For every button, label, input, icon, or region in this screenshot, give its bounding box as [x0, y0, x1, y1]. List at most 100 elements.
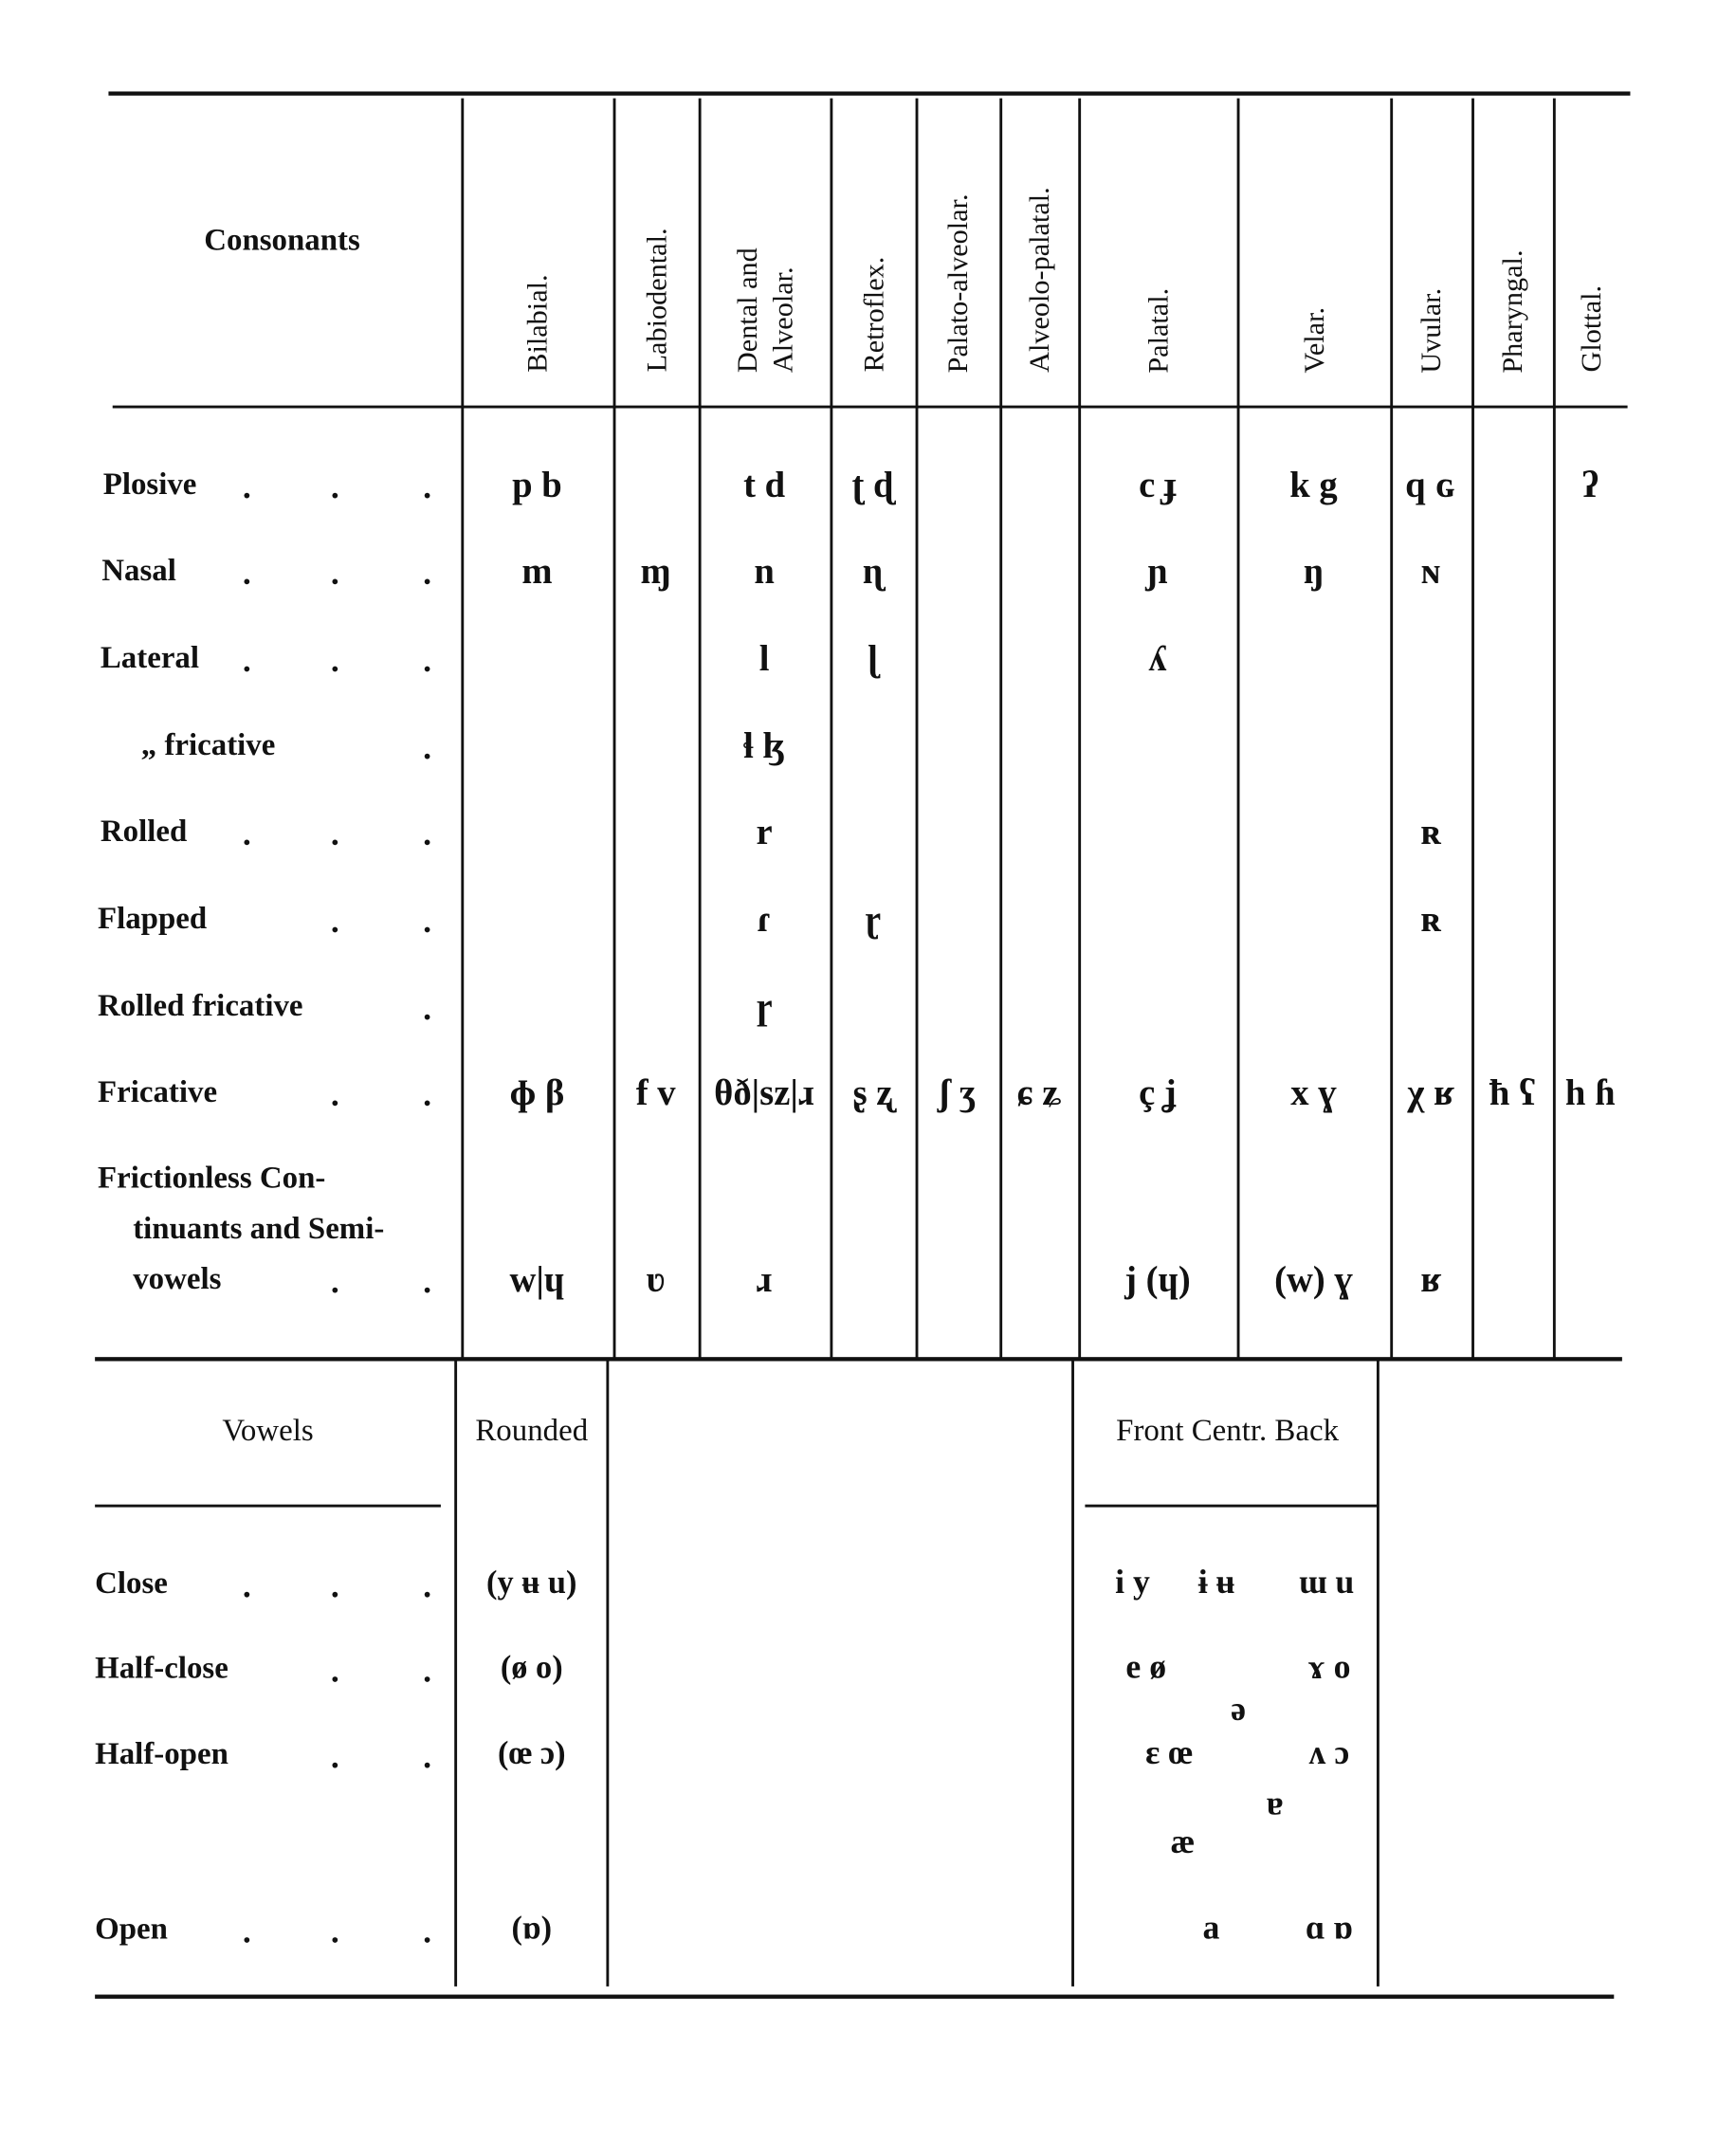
cell: ħ ʕ	[1489, 1071, 1536, 1113]
row-label: Plosive	[102, 467, 197, 502]
rounded-vowels: (ɒ)	[511, 1911, 553, 1948]
chart-header: Front Centr. Back	[1116, 1413, 1340, 1448]
cell: ɹ	[756, 1258, 773, 1300]
row-label: Fricative	[97, 1074, 218, 1109]
rounded-header: Rounded	[475, 1413, 589, 1448]
leader-dot	[332, 1762, 338, 1768]
rule	[1471, 98, 1474, 1359]
column-header-box: Pharyngal.	[1471, 106, 1553, 373]
cell: ɬ ɮ	[743, 724, 785, 766]
rule	[698, 98, 702, 1359]
leader-dot	[424, 492, 430, 499]
vowel-symbol: ɨ ʉ	[1197, 1565, 1235, 1602]
leader-dot	[332, 492, 338, 499]
column-header: Velar.	[1297, 306, 1330, 374]
cell: r	[756, 811, 773, 852]
rule	[454, 1358, 458, 1986]
row-label: vowels	[133, 1261, 222, 1296]
column-header-box: Retroflex.	[830, 106, 915, 373]
row-label: Half-open	[95, 1736, 228, 1771]
cell: ʈ ɖ	[851, 464, 894, 505]
cell: m	[521, 550, 553, 592]
section-title: Vowels	[222, 1413, 314, 1448]
row-label: Lateral	[100, 640, 200, 675]
column-header: Labiodental.	[639, 229, 672, 374]
cell: ɸ β	[509, 1071, 565, 1113]
cell: ŋ	[1303, 550, 1325, 592]
row-label: Flapped	[97, 901, 208, 936]
cell: ʋ	[646, 1258, 666, 1300]
cell: x ɣ	[1290, 1071, 1337, 1113]
leader-dot	[424, 666, 430, 672]
vowel-symbol: ɐ	[1266, 1785, 1284, 1823]
leader-dot	[424, 1762, 430, 1768]
leader-dot	[244, 1591, 250, 1598]
cell: ʀ	[1420, 811, 1442, 852]
vowel-symbol: a	[1202, 1910, 1220, 1948]
cell: f v	[635, 1071, 676, 1113]
leader-dot	[332, 1287, 338, 1293]
cell: l	[758, 637, 770, 679]
row-label: Nasal	[101, 553, 176, 588]
row-label: Frictionless Con-	[97, 1160, 326, 1195]
row-label: Rolled	[100, 814, 188, 849]
leader-dot	[332, 1591, 338, 1598]
vowel-symbol: ʌ ɔ	[1308, 1734, 1350, 1772]
leader-dot	[424, 578, 430, 585]
column-header: Alveolo-palatal.	[1022, 187, 1055, 374]
cell: ɲ	[1147, 550, 1168, 592]
row-label: Close	[95, 1565, 168, 1601]
rule	[1071, 1358, 1074, 1986]
vowel-symbol: ə	[1231, 1691, 1246, 1729]
leader-dot	[424, 1287, 430, 1293]
column-header-box: Velar.	[1237, 106, 1391, 373]
column-header: Palato-alveolar.	[941, 193, 975, 374]
cell: ɼ	[756, 985, 773, 1027]
cell: ɕ ʑ	[1016, 1071, 1062, 1113]
rule	[1552, 98, 1556, 1359]
leader-dot	[332, 578, 338, 585]
column-header: Palatal.	[1141, 287, 1175, 374]
leader-dot	[424, 753, 430, 760]
cell: c ɟ	[1139, 464, 1177, 505]
cell: ʀ	[1420, 898, 1442, 940]
leader-dot	[244, 492, 250, 499]
cell: ʎ	[1148, 637, 1167, 679]
vowel-symbol: ɛ œ	[1145, 1734, 1194, 1772]
rule	[95, 1504, 441, 1508]
column-header-box: Alveolo-palatal.	[999, 106, 1078, 373]
rule	[606, 1358, 610, 1986]
rule	[612, 98, 616, 1359]
rounded-vowels: (y ʉ u)	[486, 1565, 577, 1602]
cell: ɭ	[868, 637, 878, 679]
column-header: Glottal.	[1574, 285, 1607, 374]
vowel-symbol: ɑ ɒ	[1305, 1910, 1353, 1948]
leader-dot	[332, 1100, 338, 1107]
leader-dot	[424, 1591, 430, 1598]
row-label: tinuants and Semi-	[133, 1211, 385, 1246]
vowel-symbol: e ø	[1125, 1649, 1167, 1687]
rule	[95, 1994, 1615, 1999]
cell: q ɢ	[1405, 464, 1457, 505]
column-header-box: Glottal.	[1553, 106, 1628, 374]
rule	[1236, 98, 1240, 1359]
cell: ʔ	[1581, 464, 1599, 505]
rule	[108, 91, 1631, 96]
leader-dot	[244, 839, 250, 846]
leader-dot	[244, 578, 250, 585]
vowel-symbol: æ	[1170, 1823, 1196, 1861]
column-header: Bilabial.	[521, 274, 554, 374]
rule	[1390, 98, 1394, 1359]
leader-dot	[332, 839, 338, 846]
rule	[999, 98, 1003, 1359]
rounded-vowels: (ø o)	[500, 1650, 563, 1687]
leader-dot	[332, 1937, 338, 1943]
cell: ɾ	[757, 898, 772, 940]
cell: ɱ	[640, 550, 671, 592]
cell: (w) ɣ	[1274, 1258, 1353, 1300]
cell: ɴ	[1421, 550, 1441, 592]
row-label: Rolled fricative	[97, 988, 303, 1023]
leader-dot	[424, 1100, 430, 1107]
column-header-box: Palatal.	[1078, 106, 1236, 373]
